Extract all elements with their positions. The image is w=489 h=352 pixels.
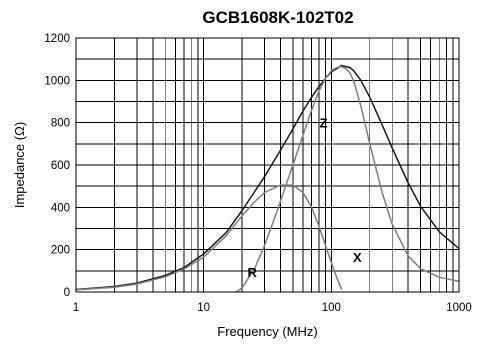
curve-layer [75,64,460,293]
y-tick-label: 1200 [44,33,70,45]
y-tick-label: 1000 [44,75,70,87]
series-r-line [75,184,343,291]
x-tick-label: 1 [73,302,79,314]
chart-title: GCB1608K-102T02 [202,8,353,27]
x-tick-label: 10 [197,302,210,314]
series-r-label: R [248,265,258,280]
series-x-line [235,65,460,293]
series-x-label: X [353,250,362,265]
y-tick-label: 200 [51,245,70,257]
y-tick-label: 800 [51,118,70,130]
x-axis-label: Frequency (MHz) [217,324,317,339]
x-tick-label: 100 [322,302,341,314]
y-axis-label: Impedance (Ω) [12,122,27,208]
y-tick-label: 400 [51,202,70,214]
grid-layer [75,37,459,293]
series-z-line [75,64,460,291]
label-layer: 0 200 400 600 800 1000 1200 1 10 100 1000 Z X R [44,33,471,314]
y-tick-label: 600 [51,160,70,172]
series-z-label: Z [320,116,328,131]
plot-frame [75,37,460,293]
x-tick-label: 1000 [446,302,472,314]
y-tick-label: 0 [64,287,70,299]
